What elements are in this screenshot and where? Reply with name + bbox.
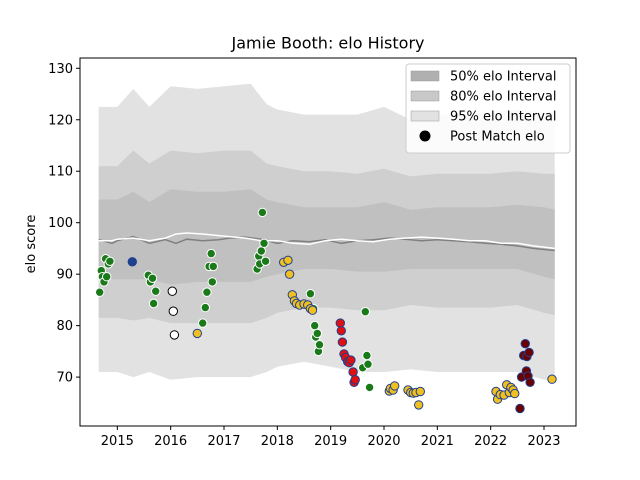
data-point [148,298,159,309]
data-point [256,246,266,256]
data-point [314,340,325,350]
data-point [257,207,268,218]
data-point [200,302,211,313]
data-point [363,359,373,369]
data-point [127,257,138,267]
data-point [362,350,372,361]
y-tick-label: 70 [56,371,73,386]
data-point [346,355,356,365]
post-match-points [95,207,557,414]
data-point [168,306,179,316]
median-line [98,235,555,252]
data-point [520,339,530,349]
legend-label: 95% elo Interval [450,110,557,125]
data-point [260,256,271,266]
plot-frame [79,57,577,427]
axis-ticks: 2015 2016 2017 2018 2019 2020 2021 2022 2023 70 80… [48,62,560,449]
y-axis-label: elo score [24,215,39,274]
data-point [259,238,269,249]
legend-label: 50% elo Interval [450,70,557,85]
x-tick-label: 2018 [261,434,294,449]
y-tick-label: 110 [48,165,73,180]
data-point [364,382,375,393]
mean-line [98,232,555,250]
data-point [169,330,180,340]
data-point [335,318,345,328]
x-tick-label: 2017 [207,434,240,449]
data-point [312,328,322,339]
data-point [105,256,115,266]
y-tick-label: 90 [56,268,73,283]
y-tick-label: 80 [56,319,73,334]
data-point [360,307,370,317]
data-point [307,305,318,315]
x-tick-label: 2015 [101,434,134,449]
x-tick-label: 2021 [421,434,454,449]
elo-lines [98,232,555,252]
legend-label: 80% elo Interval [450,90,557,105]
chart-title: Jamie Booth: elo History [230,34,424,53]
legend-swatch [410,90,440,102]
x-tick-label: 2020 [367,434,400,449]
data-point [198,318,208,328]
data-point [515,403,525,414]
data-point [525,377,535,387]
legend-swatch [410,110,440,122]
data-point [208,261,219,272]
legend-label: Post Match elo [450,130,545,145]
data-point [390,381,400,391]
x-tick-label: 2019 [314,434,347,449]
data-point [284,269,295,279]
x-tick-label: 2022 [474,434,507,449]
data-point [207,277,218,287]
y-tick-label: 120 [48,113,73,128]
legend: 50% elo Interval 80% elo Interval 95% elo … [405,63,571,154]
data-point [510,388,520,399]
data-point [151,286,161,296]
data-point [310,320,320,331]
data-point [524,347,534,358]
x-tick-label: 2016 [154,434,187,449]
data-point [337,337,348,347]
legend-marker [419,130,431,142]
x-tick-label: 2023 [527,434,560,449]
data-point [350,375,360,385]
data-point [348,367,358,377]
data-point [167,286,178,296]
y-tick-label: 130 [48,62,73,77]
data-point [192,328,203,339]
data-point [206,248,216,259]
y-tick-label: 100 [48,216,73,231]
legend-box [405,63,571,154]
data-point [95,287,105,297]
data-point [147,273,158,283]
data-point [415,386,425,397]
data-point [283,255,293,265]
data-point [336,326,346,336]
data-point [305,289,316,299]
band-50 [98,189,555,285]
interval-bands [98,83,555,380]
data-point [202,287,212,297]
data-point [547,374,557,384]
data-point [102,272,112,282]
legend-swatch [410,70,440,82]
data-point [414,400,424,410]
